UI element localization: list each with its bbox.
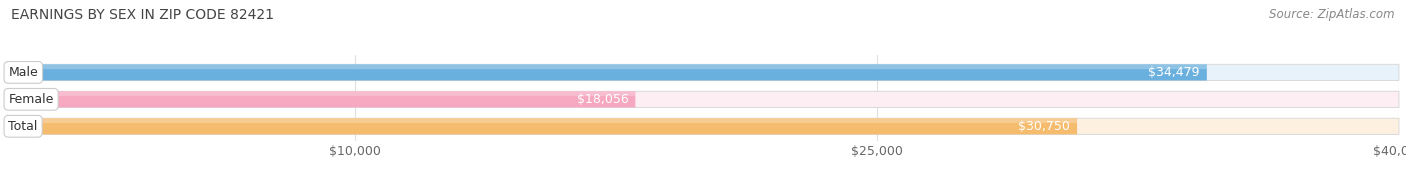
FancyBboxPatch shape <box>7 118 1399 134</box>
FancyBboxPatch shape <box>7 64 1206 81</box>
FancyBboxPatch shape <box>7 64 1206 69</box>
FancyBboxPatch shape <box>7 91 636 96</box>
Text: $30,750: $30,750 <box>1018 120 1070 133</box>
Text: EARNINGS BY SEX IN ZIP CODE 82421: EARNINGS BY SEX IN ZIP CODE 82421 <box>11 8 274 22</box>
FancyBboxPatch shape <box>7 118 1077 134</box>
Text: Male: Male <box>8 66 38 79</box>
Text: $18,056: $18,056 <box>576 93 628 106</box>
Text: $34,479: $34,479 <box>1149 66 1199 79</box>
FancyBboxPatch shape <box>7 64 1399 81</box>
Text: Total: Total <box>8 120 38 133</box>
FancyBboxPatch shape <box>7 91 636 107</box>
Text: Female: Female <box>8 93 53 106</box>
Text: Source: ZipAtlas.com: Source: ZipAtlas.com <box>1270 8 1395 21</box>
FancyBboxPatch shape <box>7 118 1077 123</box>
FancyBboxPatch shape <box>7 91 1399 107</box>
